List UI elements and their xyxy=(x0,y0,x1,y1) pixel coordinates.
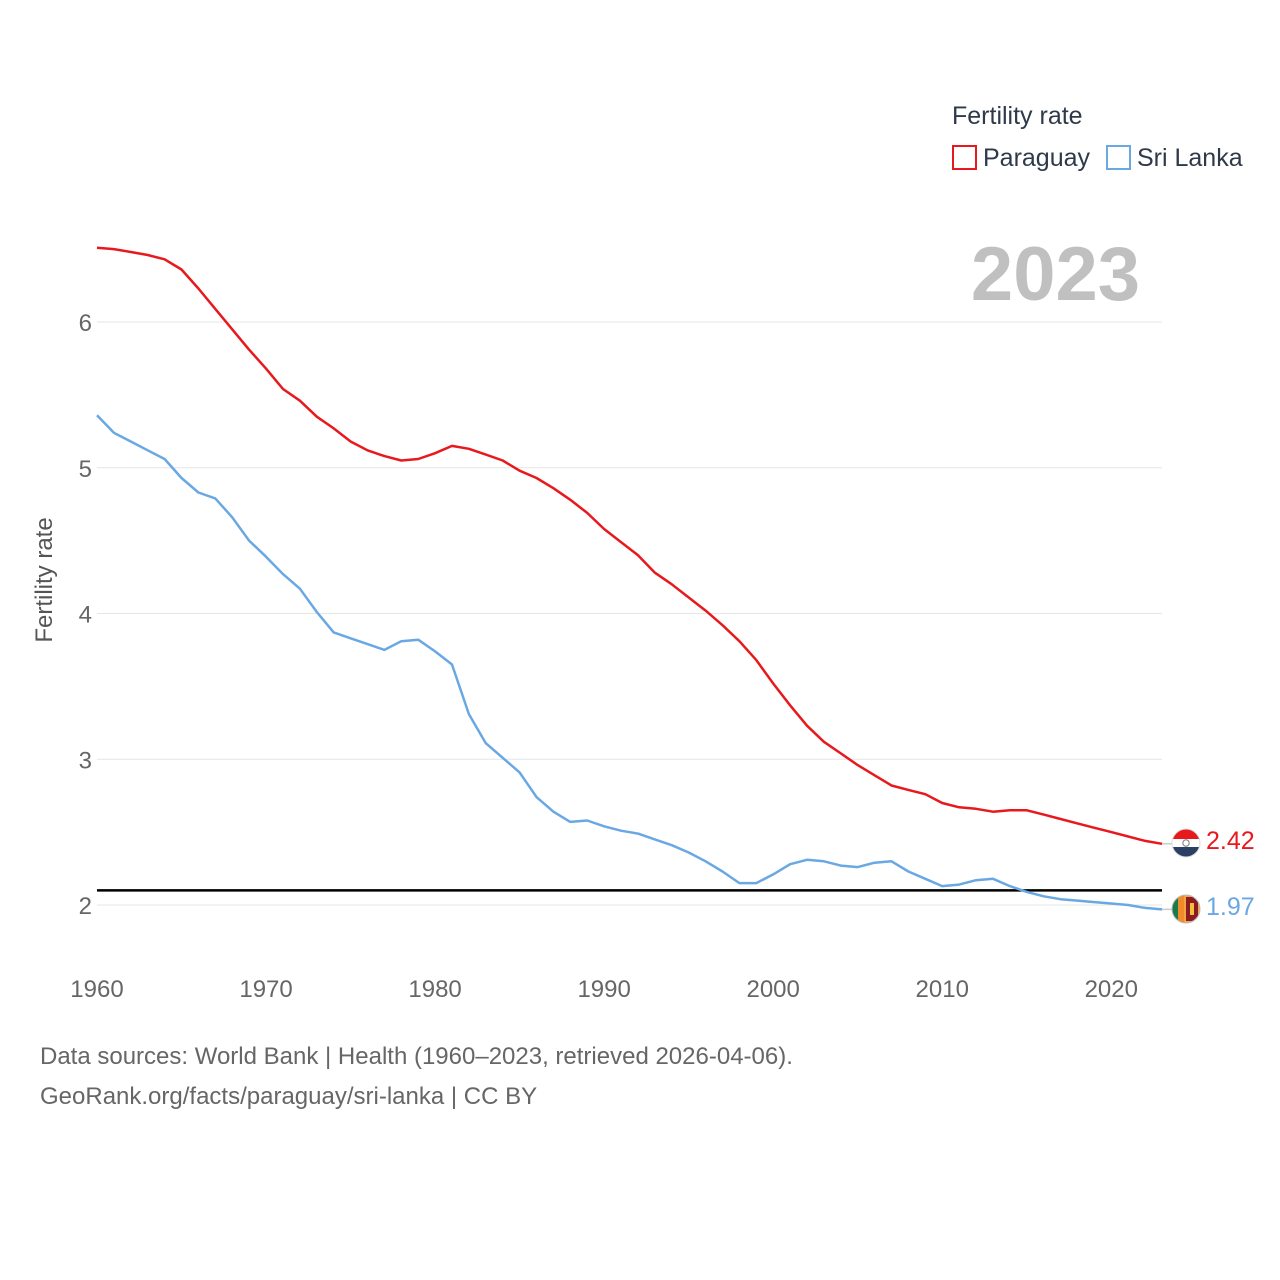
legend-label-paraguay[interactable]: Paraguay xyxy=(983,144,1091,172)
x-tick-label: 1970 xyxy=(239,976,292,1003)
y-axis-ticks: 2 3 4 5 6 xyxy=(79,310,92,920)
sri-lanka-flag-icon xyxy=(1171,894,1201,924)
y-tick-label: 6 xyxy=(79,310,92,337)
footer-data-sources: Data sources: World Bank | Health (1960–… xyxy=(40,1043,793,1070)
x-tick-label: 1980 xyxy=(408,976,461,1003)
year-label: 2023 xyxy=(971,232,1140,317)
legend-swatch-sri-lanka[interactable] xyxy=(1106,145,1131,170)
end-value-label-paraguay: 2.42 xyxy=(1206,827,1255,855)
legend-swatch-paraguay[interactable] xyxy=(952,145,977,170)
y-tick-label: 3 xyxy=(79,747,92,774)
y-tick-label: 4 xyxy=(79,602,92,629)
legend-title: Fertility rate xyxy=(952,102,1083,130)
legend-label-sri-lanka[interactable]: Sri Lanka xyxy=(1137,144,1243,172)
legend: Fertility rate Paraguay Sri Lanka xyxy=(952,102,1243,172)
series-line-sri-lanka xyxy=(96,414,1163,911)
y-tick-label: 2 xyxy=(79,893,92,920)
gridlines xyxy=(97,321,1162,906)
x-tick-label: 1990 xyxy=(577,976,630,1003)
footer-attribution[interactable]: GeoRank.org/facts/paraguay/sri-lanka | C… xyxy=(40,1083,538,1110)
x-tick-label: 1960 xyxy=(70,976,123,1003)
y-axis-title: Fertility rate xyxy=(31,517,58,642)
x-axis-ticks: 1960 1970 1980 1990 2000 2010 2020 xyxy=(70,976,1138,1003)
series-line-paraguay xyxy=(96,246,1163,846)
x-tick-label: 2000 xyxy=(746,976,799,1003)
paraguay-flag-icon xyxy=(1171,828,1201,858)
y-tick-label: 5 xyxy=(79,456,92,483)
x-tick-label: 2010 xyxy=(916,976,969,1003)
x-tick-label: 2020 xyxy=(1085,976,1138,1003)
end-value-label-sri-lanka: 1.97 xyxy=(1206,893,1255,921)
